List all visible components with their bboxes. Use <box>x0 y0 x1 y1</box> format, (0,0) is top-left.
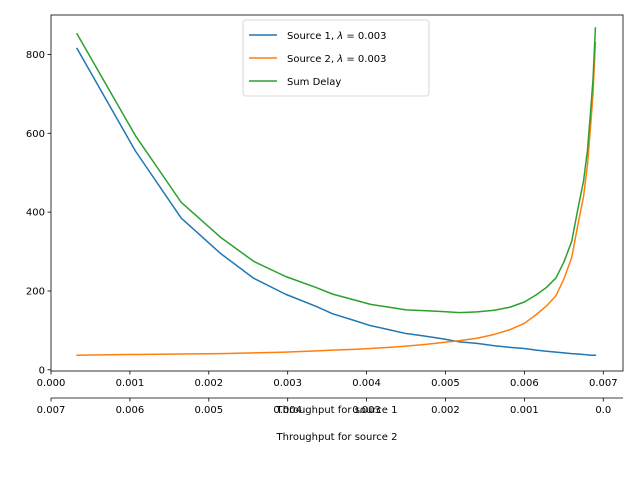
x-axis-title: Throughput for source 1 <box>276 405 398 416</box>
legend-label: Sum Delay <box>287 77 341 88</box>
plot-frame <box>50 14 624 372</box>
legend-label: Source 1, λ = 0.003 <box>287 31 387 42</box>
x-tick-label: 0.005 <box>431 378 460 389</box>
x2-tick-label: 0.005 <box>194 405 223 416</box>
x2-tick-label: 0.006 <box>116 405 145 416</box>
legend: Source 1, λ = 0.003 Source 2, λ = 0.003 Su… <box>242 19 430 97</box>
x2-tick-label: 0.002 <box>431 405 460 416</box>
x2-tick-label: 0.0 <box>595 405 611 416</box>
secondary-x-axis: 0.007 0.006 0.005 0.004 0.003 0.002 0.001 0.0 <box>37 397 623 416</box>
x-axis: 0.000 0.001 0.002 0.003 0.004 0.005 0.006 0.007 <box>37 371 618 389</box>
x2-tick-label: 0.001 <box>510 405 539 416</box>
x-tick-label: 0.006 <box>510 378 539 389</box>
x-tick-label: 0.003 <box>273 378 302 389</box>
y-axis: 0 200 400 600 800 <box>26 50 51 376</box>
x2-tick-label: 0.007 <box>37 405 66 416</box>
series-line-3 <box>76 27 597 314</box>
y-tick-label: 0 <box>39 365 45 376</box>
x2-tick-label: 0.003 <box>352 405 381 416</box>
series-line-2 <box>76 41 597 356</box>
x-tick-label: 0.007 <box>589 378 618 389</box>
x-tick-label: 0.000 <box>37 378 66 389</box>
y-tick-label: 800 <box>26 50 45 61</box>
y-tick-label: 600 <box>26 129 45 140</box>
x-tick-label: 0.004 <box>352 378 381 389</box>
secondary-x-axis-title: Throughput for source 2 <box>276 432 398 443</box>
y-tick-label: 200 <box>26 286 45 297</box>
x-tick-label: 0.001 <box>116 378 145 389</box>
legend-box <box>242 19 430 97</box>
legend-label: Source 2, λ = 0.003 <box>287 54 387 65</box>
x-tick-label: 0.002 <box>194 378 223 389</box>
y-tick-label: 400 <box>26 208 45 219</box>
plot-lines <box>76 27 597 356</box>
series-line-1 <box>76 47 597 356</box>
x2-tick-label: 0.004 <box>273 405 302 416</box>
